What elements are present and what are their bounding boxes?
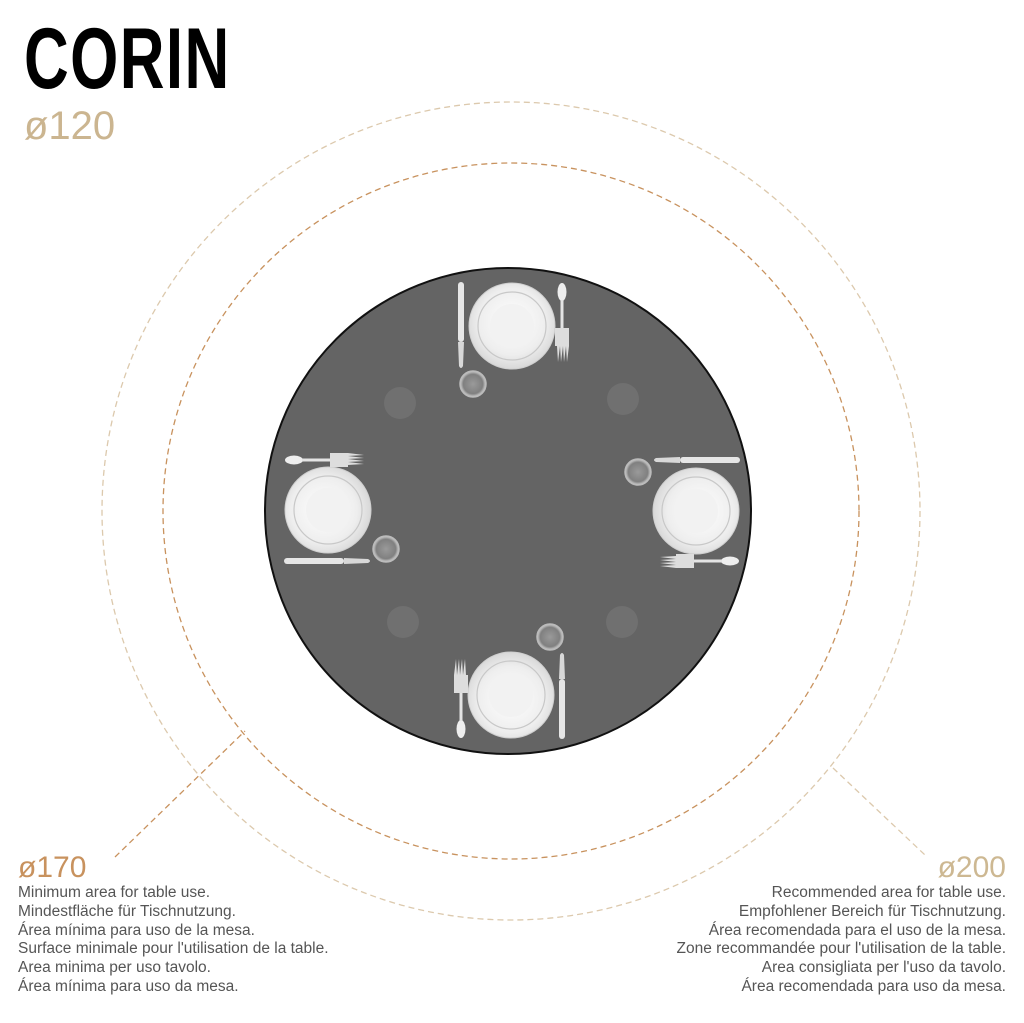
minimum-description: Minimum area for table use. Mindestfläch… <box>18 884 329 997</box>
minimum-line: Surface minimale pour l'utilisation de l… <box>18 940 329 958</box>
recommended-diameter: ø200 <box>937 851 1006 884</box>
recommended-line: Recommended area for table use. <box>771 884 1006 901</box>
chair-marker <box>607 383 639 415</box>
chair-marker <box>606 606 638 638</box>
minimum-leader-line <box>114 730 246 858</box>
product-title: CORIN <box>24 11 231 107</box>
minimum-line: Área mínima para uso de la mesa. <box>18 921 255 939</box>
recommended-leader-line <box>832 767 926 856</box>
recommended-line: Zone recommandée pour l'utilisation de l… <box>676 940 1006 958</box>
minimum-area-circle <box>162 162 860 860</box>
minimum-line: Mindestfläche für Tischnutzung. <box>18 902 236 920</box>
minimum-line: Area minima per uso tavolo. <box>18 959 211 977</box>
recommended-line: Área recomendada para uso da mesa. <box>741 977 1006 995</box>
chair-marker <box>384 387 416 419</box>
recommended-area-circle <box>101 101 921 921</box>
minimum-line: Área mínima para uso da mesa. <box>18 977 239 995</box>
minimum-line: Minimum area for table use. <box>18 884 211 901</box>
recommended-line: Empfohlener Bereich für Tischnutzung. <box>738 902 1006 920</box>
chair-marker <box>387 606 419 638</box>
recommended-description: Recommended area for table use. Empfohle… <box>676 884 1006 997</box>
minimum-diameter: ø170 <box>18 851 87 884</box>
recommended-line: Area consigliata per l'uso da tavolo. <box>761 959 1006 977</box>
table-diameter: ø120 <box>24 104 116 148</box>
recommended-line: Área recomendada para el uso de la mesa. <box>708 921 1006 939</box>
